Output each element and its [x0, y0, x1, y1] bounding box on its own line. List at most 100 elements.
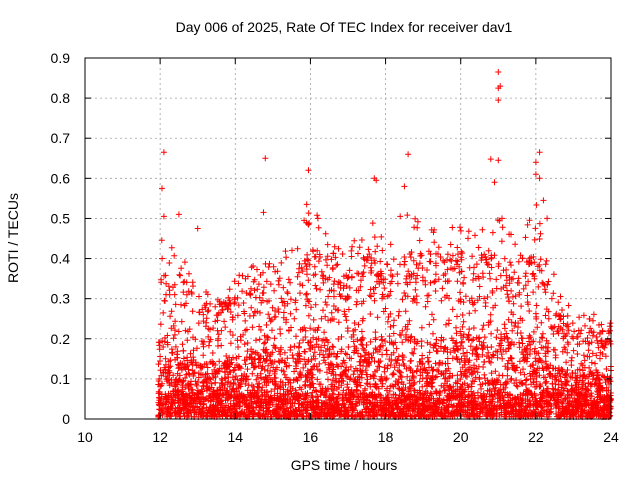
data-point	[595, 344, 602, 351]
data-point	[331, 243, 338, 250]
data-point	[452, 379, 459, 386]
data-point	[205, 333, 212, 340]
data-point	[602, 339, 609, 346]
data-point	[268, 395, 274, 401]
data-point	[582, 322, 588, 329]
data-point	[482, 253, 489, 260]
data-point	[532, 225, 539, 232]
data-point	[181, 259, 188, 266]
data-point	[467, 343, 474, 350]
data-point	[396, 308, 403, 315]
data-point	[277, 384, 284, 391]
data-point	[171, 379, 178, 386]
data-point	[159, 409, 166, 416]
data-point	[330, 287, 337, 294]
data-point	[568, 354, 575, 361]
data-point	[477, 381, 484, 388]
data-point	[470, 390, 477, 397]
data-point	[440, 396, 447, 403]
data-point	[302, 334, 309, 340]
data-point	[526, 400, 533, 407]
data-point	[165, 358, 172, 365]
data-point	[503, 277, 510, 284]
data-point	[472, 374, 479, 381]
data-point	[271, 411, 278, 418]
data-point	[495, 263, 502, 270]
data-point	[204, 364, 211, 371]
data-point	[344, 384, 351, 391]
data-point	[269, 304, 276, 311]
data-point	[503, 410, 510, 417]
data-point	[390, 256, 397, 263]
data-point	[320, 272, 326, 279]
data-point	[316, 351, 323, 358]
data-point	[553, 400, 560, 407]
data-point	[356, 379, 363, 386]
data-point	[355, 321, 362, 328]
data-point	[351, 368, 358, 374]
data-point	[480, 395, 486, 401]
data-point	[312, 301, 319, 308]
data-points	[155, 69, 614, 420]
data-point	[353, 287, 360, 294]
data-point	[383, 387, 390, 394]
data-point	[485, 355, 492, 361]
data-point	[262, 396, 269, 403]
data-point	[383, 376, 390, 383]
data-point	[605, 412, 612, 419]
data-point	[288, 324, 294, 331]
data-point	[234, 337, 241, 344]
data-point	[334, 395, 341, 402]
data-point	[449, 404, 456, 411]
data-point	[210, 402, 217, 409]
data-point	[542, 353, 549, 360]
data-point	[368, 406, 375, 413]
data-point	[456, 263, 463, 270]
data-point	[536, 261, 543, 268]
data-point	[251, 392, 258, 399]
data-point	[547, 406, 554, 412]
data-point	[160, 344, 167, 350]
data-point	[270, 342, 277, 349]
data-point	[531, 275, 538, 282]
data-point	[303, 263, 310, 270]
data-point	[202, 396, 209, 403]
data-point	[231, 409, 238, 415]
data-point	[223, 353, 230, 359]
data-point	[189, 279, 196, 286]
data-point	[495, 85, 502, 92]
data-point	[545, 315, 552, 322]
data-point	[335, 384, 342, 391]
data-point	[490, 381, 497, 388]
data-point	[345, 409, 352, 416]
data-point	[512, 241, 519, 248]
data-point	[435, 244, 442, 251]
data-point	[212, 303, 219, 310]
data-point	[246, 407, 253, 414]
data-point	[290, 355, 297, 362]
data-point	[239, 288, 246, 295]
data-point	[453, 410, 460, 417]
data-point	[244, 348, 251, 355]
data-point	[506, 274, 513, 281]
data-point	[376, 280, 383, 287]
data-point	[345, 294, 352, 300]
data-point	[181, 278, 188, 285]
data-point	[366, 362, 372, 369]
data-point	[295, 352, 302, 359]
data-point	[538, 412, 545, 419]
data-point	[521, 405, 528, 412]
data-point	[562, 380, 569, 387]
data-point	[364, 393, 371, 400]
data-point	[330, 387, 337, 394]
data-point	[574, 405, 581, 412]
data-point	[318, 406, 325, 413]
data-point	[303, 219, 310, 226]
data-point	[550, 290, 557, 297]
data-point	[314, 212, 321, 219]
data-point	[432, 407, 439, 413]
data-point	[331, 293, 337, 300]
data-point	[396, 368, 403, 375]
data-point	[424, 369, 431, 376]
data-point	[540, 367, 547, 374]
